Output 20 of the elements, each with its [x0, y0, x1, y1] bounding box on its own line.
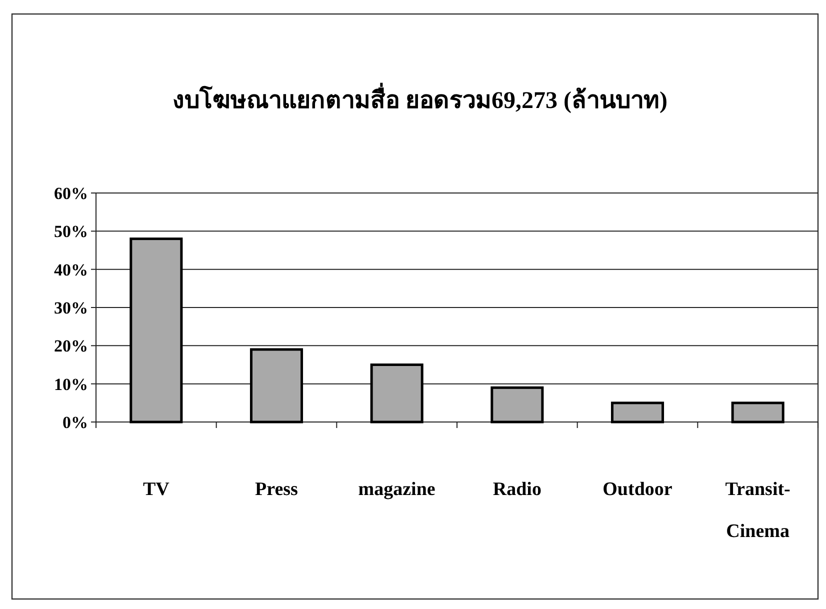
y-tick-label: 20% — [54, 336, 88, 356]
y-tick-label: 10% — [54, 374, 88, 394]
x-tick-label: Radio — [492, 479, 542, 500]
bar — [731, 402, 784, 424]
x-tick-label: Transit-Cinema — [725, 479, 790, 542]
bar — [130, 238, 183, 424]
chart-title: งบโฆษณาแยกตามสื่อ ยอดรวม69,273 (ล้านบาท) — [172, 82, 668, 114]
y-tick-label: 40% — [54, 260, 88, 280]
bar — [610, 402, 664, 424]
y-tick-label: 0% — [62, 413, 88, 432]
bar — [370, 364, 424, 424]
y-tick-label: 60% — [54, 184, 88, 203]
bar — [250, 348, 304, 424]
x-tick-label: magazine — [358, 479, 436, 500]
x-tick-label: Press — [255, 479, 298, 500]
y-tick-label: 30% — [54, 298, 88, 318]
x-tick-label: TV — [142, 479, 170, 500]
bar — [490, 386, 544, 424]
y-tick-label: 50% — [54, 222, 88, 242]
x-tick-label: Outdoor — [602, 479, 673, 500]
